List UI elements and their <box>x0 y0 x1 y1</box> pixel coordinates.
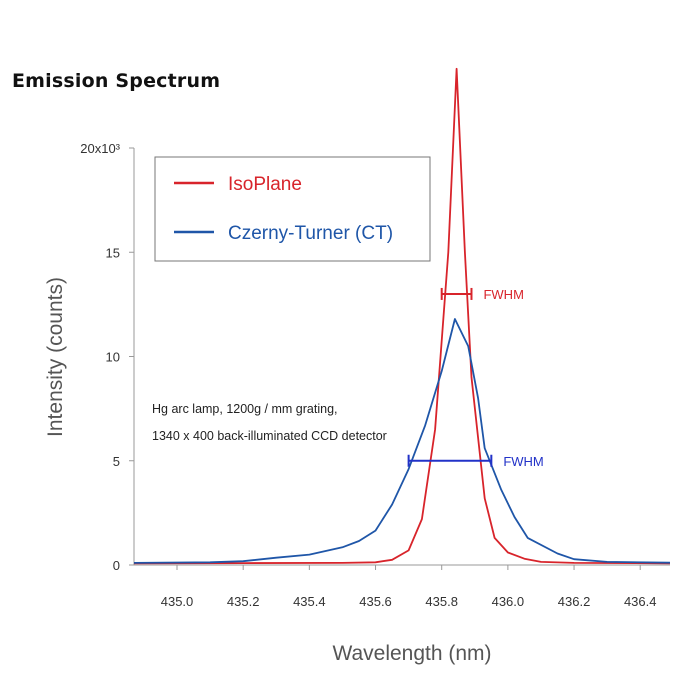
series-line-isoplane <box>133 67 671 565</box>
y-axis-label: Intensity (counts) <box>44 277 67 437</box>
x-tick-label: 435.6 <box>359 594 392 609</box>
x-tick-label: 435.2 <box>227 594 260 609</box>
x-ticks: 435.0 435.2 435.4 435.6 435.8 436.0 436.2 436.4 <box>161 565 657 609</box>
note-line-1: Hg arc lamp, 1200g / mm grating, <box>152 402 338 416</box>
x-tick-label: 435.4 <box>293 594 326 609</box>
y-tick-label: 10 <box>106 350 120 365</box>
legend-label-czerny-turner: Czerny-Turner (CT) <box>228 223 393 244</box>
fwhm-label-isoplane: FWHM <box>483 287 523 302</box>
legend: IsoPlane Czerny-Turner (CT) <box>154 156 431 262</box>
x-tick-label: 435.0 <box>161 594 194 609</box>
series-line-czerny-turner <box>133 318 671 564</box>
legend-box <box>154 156 431 262</box>
fwhm-label-czerny-turner: FWHM <box>503 454 543 469</box>
x-axis-label: Wavelength (nm) <box>332 642 491 665</box>
y-ticks: 0 5 10 15 20x10³ <box>80 141 134 573</box>
y-tick-label: 0 <box>113 558 120 573</box>
legend-label-isoplane: IsoPlane <box>228 174 302 195</box>
page-title: Emission Spectrum <box>12 70 221 92</box>
y-tick-label: 5 <box>113 454 120 469</box>
y-tick-label: 15 <box>106 245 120 260</box>
series-layer <box>133 67 671 565</box>
x-tick-label: 436.4 <box>624 594 657 609</box>
y-tick-label: 20x10³ <box>80 141 120 156</box>
note-line-2: 1340 x 400 back-illuminated CCD detector <box>152 429 387 443</box>
x-tick-label: 435.8 <box>425 594 458 609</box>
x-tick-label: 436.0 <box>492 594 525 609</box>
x-tick-label: 436.2 <box>558 594 591 609</box>
fwhm-layer <box>407 287 493 467</box>
